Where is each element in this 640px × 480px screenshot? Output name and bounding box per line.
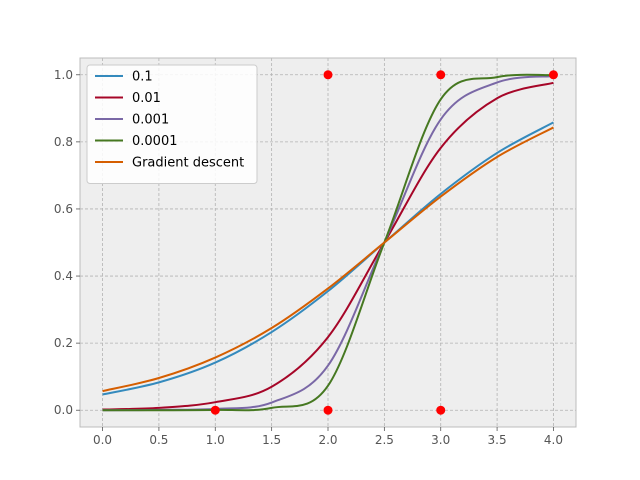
series-line-1: [102, 121, 554, 396]
x-tick-label: 3.0: [431, 433, 450, 447]
x-tick-label: 1.5: [262, 433, 281, 447]
x-tick-label: 2.5: [375, 433, 394, 447]
legend-box: [86, 64, 258, 184]
y-tick-label: 0.0: [54, 403, 73, 417]
data-point: [436, 405, 446, 415]
x-tick-label: 1.0: [206, 433, 225, 447]
y-tick-label: 0.2: [54, 336, 73, 350]
y-tick-label: 0.6: [54, 202, 73, 216]
legend-label-4: 0.0001: [132, 134, 178, 149]
legend-label-2: 0.01: [132, 91, 161, 106]
data-point: [210, 405, 220, 415]
x-tick-label: 0.5: [149, 433, 168, 447]
data-point: [548, 70, 558, 80]
legend: 0.1 0.01 0.001 0.0001 Gradient descent: [86, 64, 258, 184]
y-tick-label: 0.4: [54, 269, 73, 283]
legend-label-1: 0.1: [132, 70, 153, 85]
scatter-layer: [210, 70, 558, 415]
series-line-2: [102, 81, 554, 411]
y-tick-label: 0.8: [54, 135, 73, 149]
y-tick-label: 1.0: [54, 68, 73, 82]
data-point: [323, 70, 333, 80]
data-point: [323, 405, 333, 415]
series-layer: [102, 73, 554, 412]
legend-label-5: Gradient descent: [132, 156, 244, 171]
x-tick-label: 2.0: [318, 433, 337, 447]
x-axis: 0.0 0.5 1.0 1.5 2.0 2.5 3.0 3.5 4.0: [93, 427, 563, 447]
data-point: [436, 70, 446, 80]
x-tick-label: 3.5: [488, 433, 507, 447]
series-line-4: [102, 73, 554, 412]
x-tick-label: 0.0: [93, 433, 112, 447]
x-tick-label: 4.0: [544, 433, 563, 447]
y-axis: 0.0 0.2 0.4 0.6 0.8 1.0: [54, 68, 80, 417]
legend-label-3: 0.001: [132, 113, 169, 128]
series-line-5: [102, 126, 554, 393]
